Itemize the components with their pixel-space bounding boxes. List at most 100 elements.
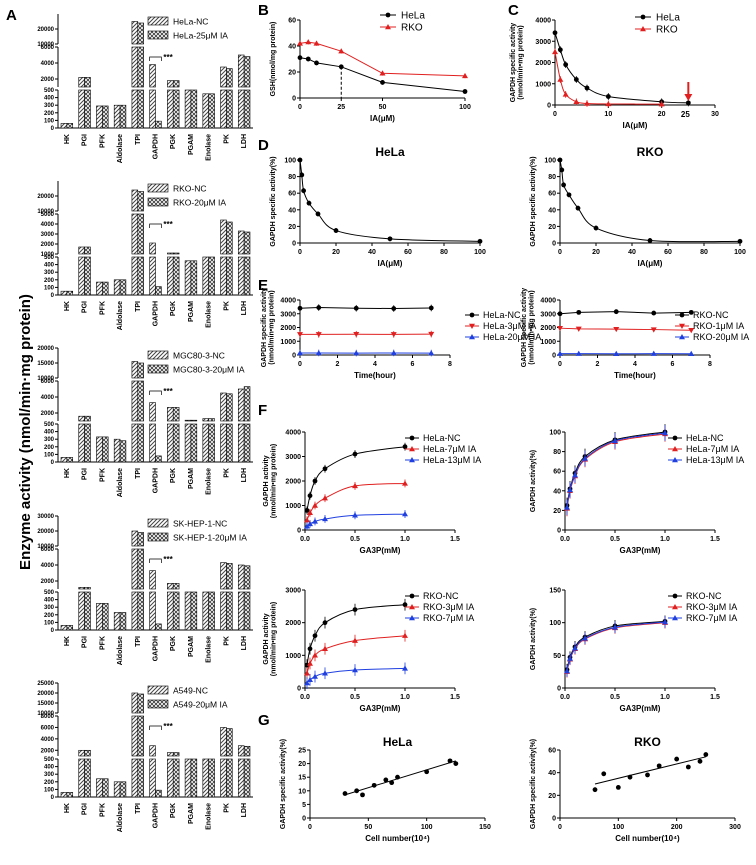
f2-y-tick-label: 0 <box>557 528 561 535</box>
a2-bar-RKO-NC <box>237 256 245 296</box>
f1-point <box>312 518 318 524</box>
g1-x-tick-label: 0 <box>308 824 312 831</box>
a3-y-tick-label: 500 <box>44 422 55 428</box>
f4-y-tick-label: 150 <box>549 588 561 595</box>
a3-bar-MGC80-3-NC <box>167 407 174 422</box>
g1-title: HeLa <box>383 735 413 749</box>
a3-category-label: PK <box>223 468 230 478</box>
a3-bar-MGC80-3-NC <box>131 361 139 379</box>
a5-bar-A549-NC <box>149 758 156 798</box>
e1-point <box>297 332 303 338</box>
d1-point <box>306 200 312 206</box>
a5-significance-label: *** <box>163 722 173 731</box>
a2-y-tick-label: 3000 <box>41 232 55 238</box>
a3-category-label: Enolase <box>206 468 213 495</box>
a5-y-tick-label: 0 <box>51 795 55 801</box>
a4-bar-SK-HEP-1-NC <box>237 591 245 631</box>
a1-bar-HeLa-25μM IA <box>243 56 251 88</box>
a4-bar-SK-HEP-1-20μM IA <box>172 583 180 590</box>
a3-y-tick-label: 400 <box>44 430 55 436</box>
f2-y-tick-label: 80 <box>553 449 561 456</box>
g1-y-tick-label: 0 <box>302 816 306 823</box>
e2-y-tick-label: 4000 <box>540 298 556 305</box>
f2-point <box>564 504 570 510</box>
a4-bar-SK-HEP-1-NC <box>131 591 139 631</box>
a2-category-label: PK <box>223 301 230 311</box>
a3-bar-MGC80-3-20μM IA <box>190 419 198 422</box>
a1-bar-HeLa-NC <box>237 89 245 129</box>
e2-legend-label: RKO-NC <box>693 310 729 320</box>
e2-point <box>557 311 563 317</box>
a2-legend-swatch <box>147 197 169 207</box>
f1-x-tick-label: 0.5 <box>350 536 360 543</box>
a1-bar-HeLa-NC <box>220 66 227 88</box>
f1-legend-marker <box>409 457 415 463</box>
f4-xlabel: GA3P(mM) <box>620 704 661 713</box>
g1-y-tick-label: 25 <box>298 748 306 755</box>
a3-bar-MGC80-3-NC <box>220 392 227 422</box>
a4-bar-SK-HEP-1-20μM IA <box>102 603 109 631</box>
a4-bar-SK-HEP-1-NC <box>167 591 174 631</box>
e1-point <box>391 306 397 311</box>
c-point <box>573 98 580 105</box>
a3-bar-MGC80-3-NC <box>149 402 156 422</box>
a5-category-label: Enolase <box>206 803 213 830</box>
c-point <box>605 100 612 107</box>
a1-bar-HeLa-25μM IA <box>137 22 144 45</box>
d1-x-tick-label: 100 <box>474 249 486 256</box>
d1-point <box>387 236 393 242</box>
b-legend-label: HeLa <box>401 11 425 22</box>
a3-bar-MGC80-3-NC <box>202 423 209 463</box>
f4-legend-label: RKO-7μM IA <box>686 613 737 623</box>
f1-ylabel-line2: (nmol/min•mg protein) <box>271 444 278 518</box>
a4-bar-SK-HEP-1-NC <box>131 530 139 547</box>
a2-category-label: Aldolase <box>117 301 124 330</box>
e1-xlabel: Time(hour) <box>354 371 396 380</box>
a2-y-tick-label: 200 <box>44 278 55 284</box>
a1-bar-HeLa-25μM IA <box>84 77 91 88</box>
g1-y-tick-label: 5 <box>302 802 306 809</box>
a5-bar-A549-NC <box>202 758 209 798</box>
a3-bar-MGC80-3-NC <box>184 423 192 463</box>
f1-point <box>322 515 328 522</box>
g1-point <box>360 792 365 798</box>
d2-series-line-0 <box>559 159 741 243</box>
a2-bar-RKO-20μM IA <box>155 286 162 296</box>
a5-bar-A549-20μM IA <box>226 728 233 757</box>
a5-bar-A549-20μM IA <box>119 781 127 798</box>
b-point <box>338 48 345 54</box>
f1-y-tick-label: 4000 <box>285 430 301 437</box>
f3-point <box>402 632 408 638</box>
b-point <box>313 40 320 46</box>
c-series-line-0 <box>554 32 689 104</box>
e2-legend-label: RKO-20μM IA <box>693 332 749 342</box>
a2-category-label: GAPDH <box>153 301 160 326</box>
f2-xlabel: GA3P(mM) <box>620 546 661 555</box>
a5-y-tick-label: 400 <box>44 765 55 771</box>
a5-category-label: PFK <box>99 803 106 817</box>
f3-legend-label: RKO-NC <box>423 591 459 601</box>
a4-y-tick-label: 6000 <box>41 547 55 553</box>
a1-y-tick-label: 100 <box>44 118 55 124</box>
a1-significance-bracket <box>149 56 162 61</box>
c-point <box>557 47 563 53</box>
f1-point <box>307 520 313 527</box>
a1-bar-HeLa-NC <box>78 77 85 88</box>
d1-point <box>333 228 339 233</box>
c-xlabel: IA(μM) <box>623 121 648 130</box>
a1-bar-HeLa-NC <box>60 123 68 129</box>
d2-y-tick-label: 60 <box>548 191 556 198</box>
a1-bar-HeLa-NC <box>131 21 139 45</box>
b-x-tick-label: 100 <box>459 104 471 111</box>
a2-category-label: Enolase <box>206 301 213 328</box>
d1-y-tick-label: 20 <box>288 224 296 231</box>
a3-bar-MGC80-3-20μM IA <box>226 393 233 422</box>
c-legend-label: HeLa <box>656 13 680 24</box>
a2-bar-RKO-20μM IA <box>119 279 127 296</box>
e2-point <box>557 325 563 332</box>
d1-x-tick-label: 80 <box>440 249 448 256</box>
f1-point <box>402 480 408 486</box>
f1-point <box>312 478 318 484</box>
c-point <box>685 100 691 106</box>
a3-bar-MGC80-3-20μM IA <box>155 455 162 463</box>
